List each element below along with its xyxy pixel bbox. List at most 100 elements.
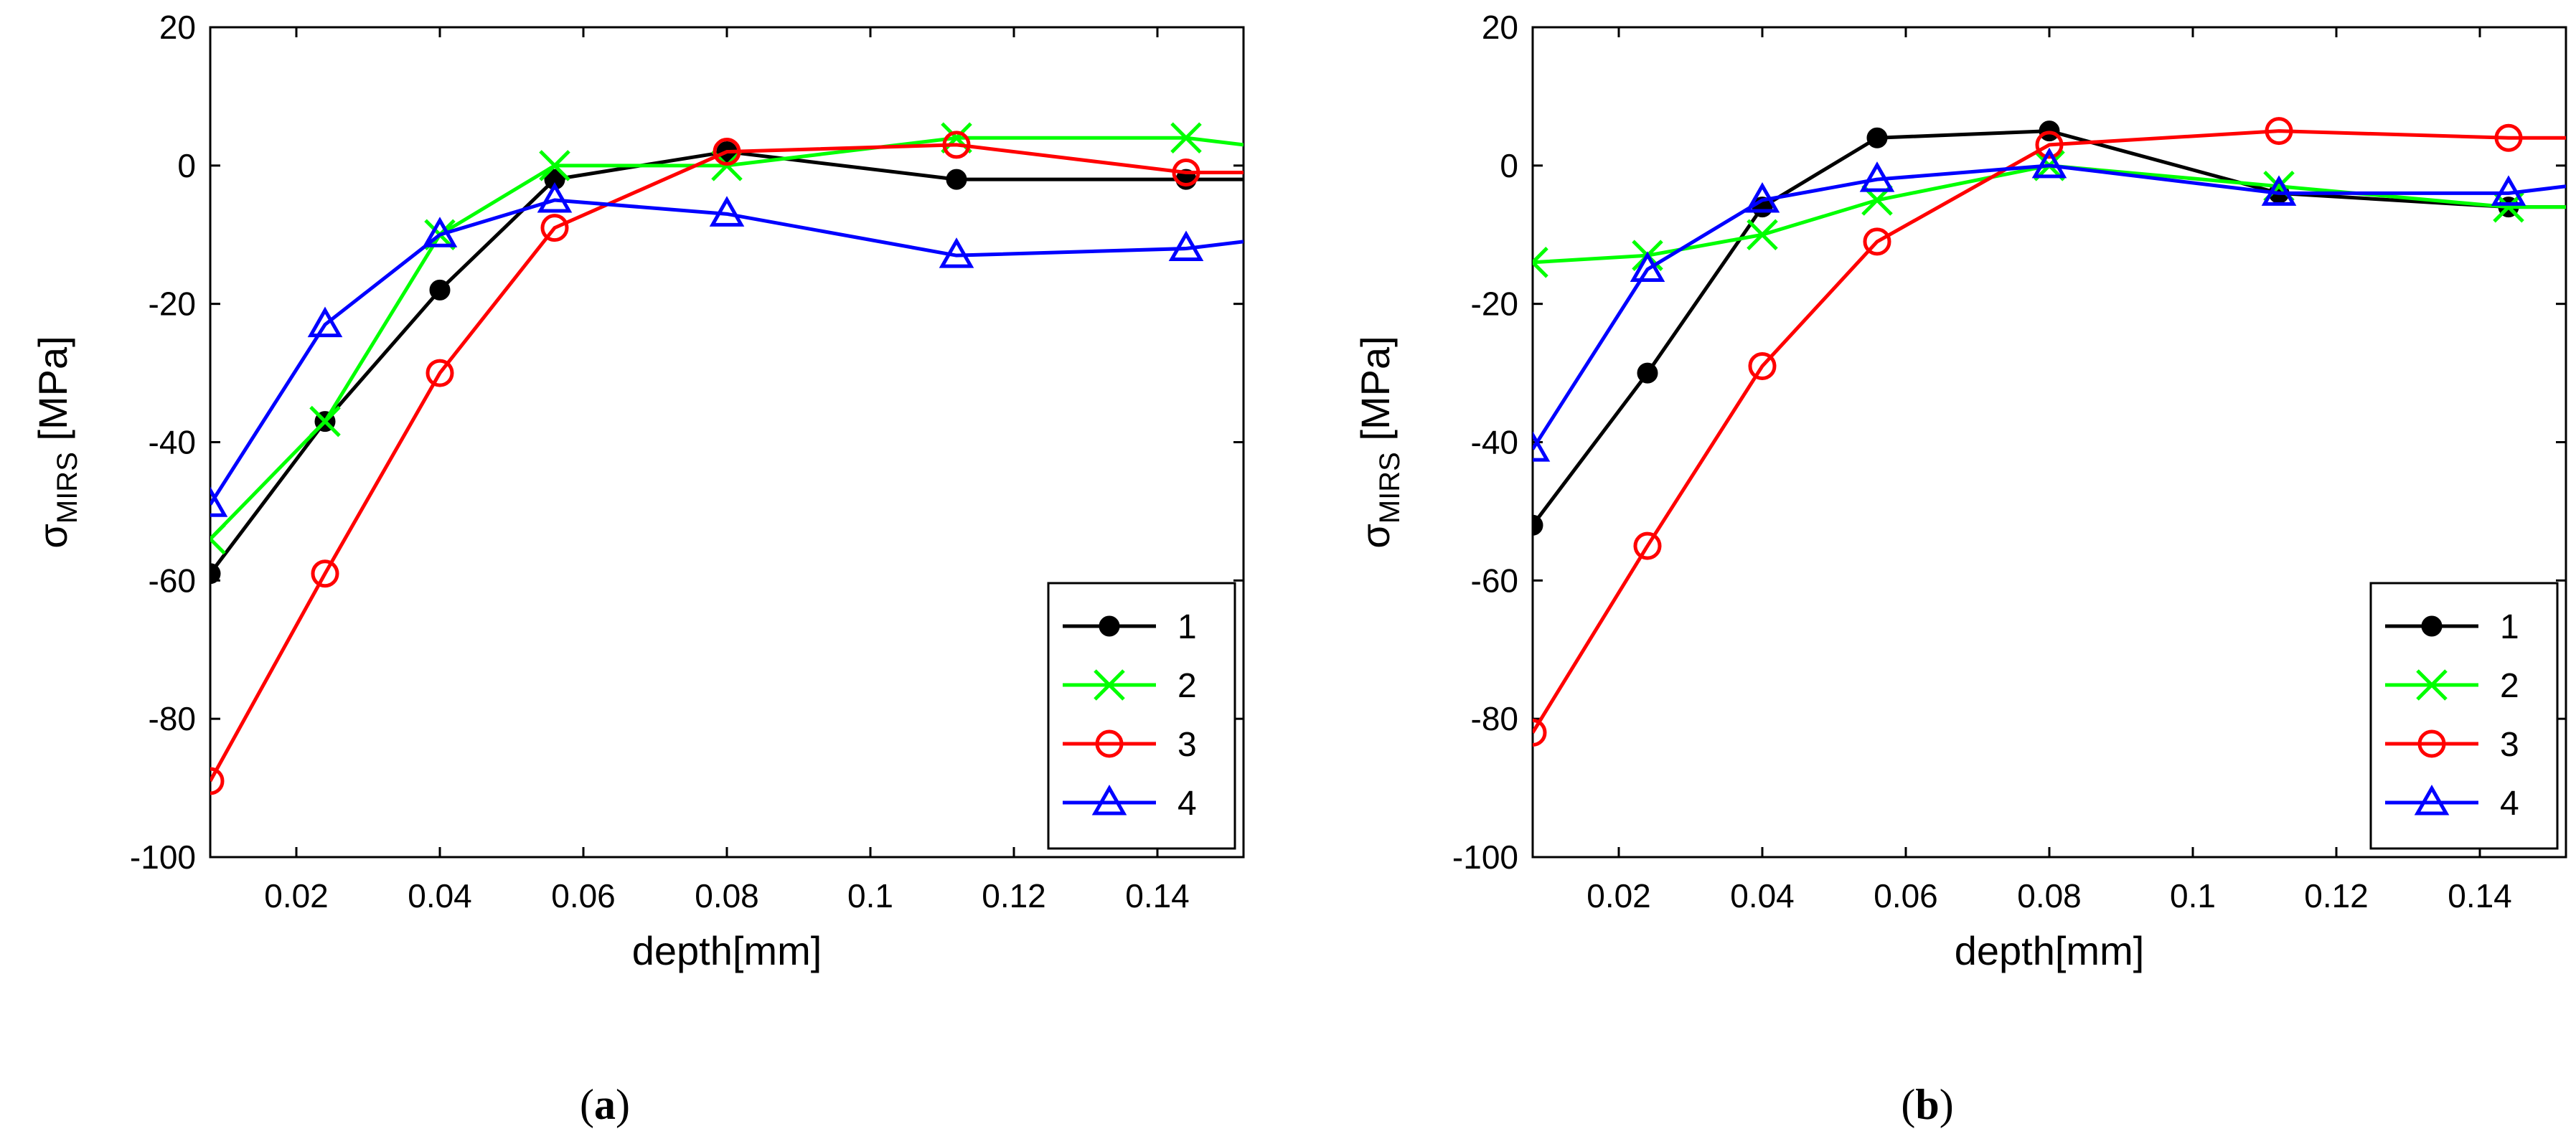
legend-marker-2: [2416, 669, 2448, 701]
data-point-series-4: [2031, 147, 2067, 179]
legend-label-3: 3: [2500, 726, 2519, 764]
y-axis-symbol: σ: [30, 524, 75, 549]
data-point-series-1: [1637, 362, 1658, 384]
series-layer: [210, 122, 1244, 795]
legend-label-2: 2: [2500, 667, 2519, 705]
data-point-series-3: [540, 214, 569, 242]
data-point-series-3: [2265, 117, 2293, 146]
data-point-series-4: [537, 182, 573, 213]
y-tick-label: -40: [1471, 424, 1518, 461]
legend: 1 2 3 4: [2369, 582, 2559, 850]
data-point-series-1: [210, 563, 221, 585]
legend-label-1: 1: [2500, 608, 2519, 646]
series-line-4: [210, 198, 1244, 506]
data-point-series-3: [210, 767, 225, 795]
y-tick-label: 20: [159, 9, 196, 46]
x-tick-label: 0.14: [1125, 877, 1190, 914]
data-point-series-3: [2494, 123, 2523, 152]
data-point-series-4: [422, 217, 458, 247]
data-point-series-2: [309, 405, 341, 438]
data-point-series-3: [942, 131, 971, 159]
data-point-series-1: [1533, 514, 1543, 536]
legend-box: [1047, 582, 1236, 850]
data-point-series-3: [311, 559, 339, 588]
legend-marker-2: [1094, 669, 1125, 701]
x-tick-label: 0.04: [1730, 877, 1795, 914]
y-tick-label: -20: [149, 285, 196, 323]
legend-marker-3: [2417, 729, 2446, 758]
x-tick-label: 0.06: [1874, 877, 1938, 914]
data-point-series-4: [1168, 230, 1204, 262]
data-point-series-3: [1748, 351, 1777, 380]
legend-box: [2369, 582, 2559, 850]
data-point-series-4: [939, 237, 974, 268]
y-tick-label: -40: [149, 424, 196, 461]
x-tick-label: 0.1: [847, 877, 893, 914]
data-point-series-3: [1863, 227, 1891, 256]
data-point-series-3: [1172, 158, 1200, 186]
panel-caption-letter: b: [1915, 1081, 1939, 1128]
y-tick-label: -60: [149, 562, 196, 599]
data-point-series-2: [210, 523, 226, 555]
x-tick-label: 0.06: [551, 877, 616, 914]
data-point-series-4: [1533, 431, 1551, 462]
data-point-series-4: [1859, 161, 1895, 192]
data-point-series-4: [1744, 182, 1780, 213]
y-tick-label: 20: [1482, 9, 1518, 46]
data-point-series-1: [946, 169, 967, 190]
panel-caption-letter: a: [594, 1081, 616, 1128]
data-point-series-3: [426, 359, 454, 387]
y-tick-label: -100: [130, 838, 196, 876]
legend: 1 2 3 4: [1047, 582, 1236, 850]
x-tick-label: 0.02: [264, 877, 329, 914]
y-tick-label: -100: [1452, 838, 1518, 876]
data-point-series-4: [709, 196, 745, 227]
series-line-2: [1533, 164, 2566, 265]
data-point-series-3: [1533, 718, 1547, 747]
legend-label-1: 1: [1177, 608, 1197, 646]
series-line-4: [1533, 164, 2566, 450]
data-point-series-2: [539, 150, 570, 181]
data-point-series-1: [1866, 127, 1888, 148]
chart-panel-a: 0.02 0.04 0.06 0.08 0.1 0.12 0.14 -100 -80 -60 -40…: [30, 9, 1245, 1128]
legend-label-4: 4: [1177, 785, 1197, 823]
y-tick-label: -80: [149, 700, 196, 737]
y-axis-subscript: MIRS: [1374, 452, 1406, 524]
x-axis-title: depth[mm]: [632, 928, 822, 973]
series-line-3: [210, 143, 1244, 783]
legend-marker-3: [1095, 729, 1124, 758]
data-point-series-4: [2491, 175, 2526, 206]
legend-marker-4: [1091, 784, 1127, 816]
y-tick-label: -20: [1471, 285, 1518, 323]
x-tick-label: 0.02: [1587, 877, 1651, 914]
panel-caption: (a): [580, 1081, 630, 1128]
data-point-series-3: [713, 138, 741, 166]
legend-marker-1: [1099, 615, 1120, 637]
legend-label-3: 3: [1177, 726, 1197, 764]
y-axis-unit: [MPa]: [30, 336, 75, 452]
chart-panel-b: 0.02 0.04 0.06 0.08 0.1 0.12 0.14 -100 -80 -60 -40…: [1353, 9, 2567, 1128]
x-tick-label: 0.08: [2017, 877, 2082, 914]
x-tick-label: 0.12: [2304, 877, 2369, 914]
series-line-3: [1533, 129, 2566, 734]
x-tick-label: 0.08: [695, 877, 759, 914]
data-point-series-3: [1633, 531, 1662, 560]
data-point-series-2: [1533, 247, 1548, 278]
series-line-1: [1533, 129, 2566, 526]
data-point-series-1: [429, 279, 451, 301]
legend-marker-1: [2421, 615, 2443, 637]
x-tick-label: 0.1: [2170, 877, 2216, 914]
y-axis-title: σMIRS [MPa]: [30, 336, 83, 548]
y-axis-title: σMIRS [MPa]: [1353, 336, 1406, 548]
legend-label-4: 4: [2500, 785, 2519, 823]
y-tick-label: -80: [1471, 700, 1518, 737]
data-point-series-3: [2035, 131, 2064, 159]
data-point-series-4: [307, 306, 343, 338]
panel-caption: (b): [1901, 1081, 1953, 1128]
x-tick-label: 0.12: [982, 877, 1046, 914]
series-line-2: [210, 136, 1244, 541]
x-tick-label: 0.04: [408, 877, 472, 914]
x-tick-label: 0.14: [2448, 877, 2512, 914]
series-layer: [1533, 117, 2566, 747]
